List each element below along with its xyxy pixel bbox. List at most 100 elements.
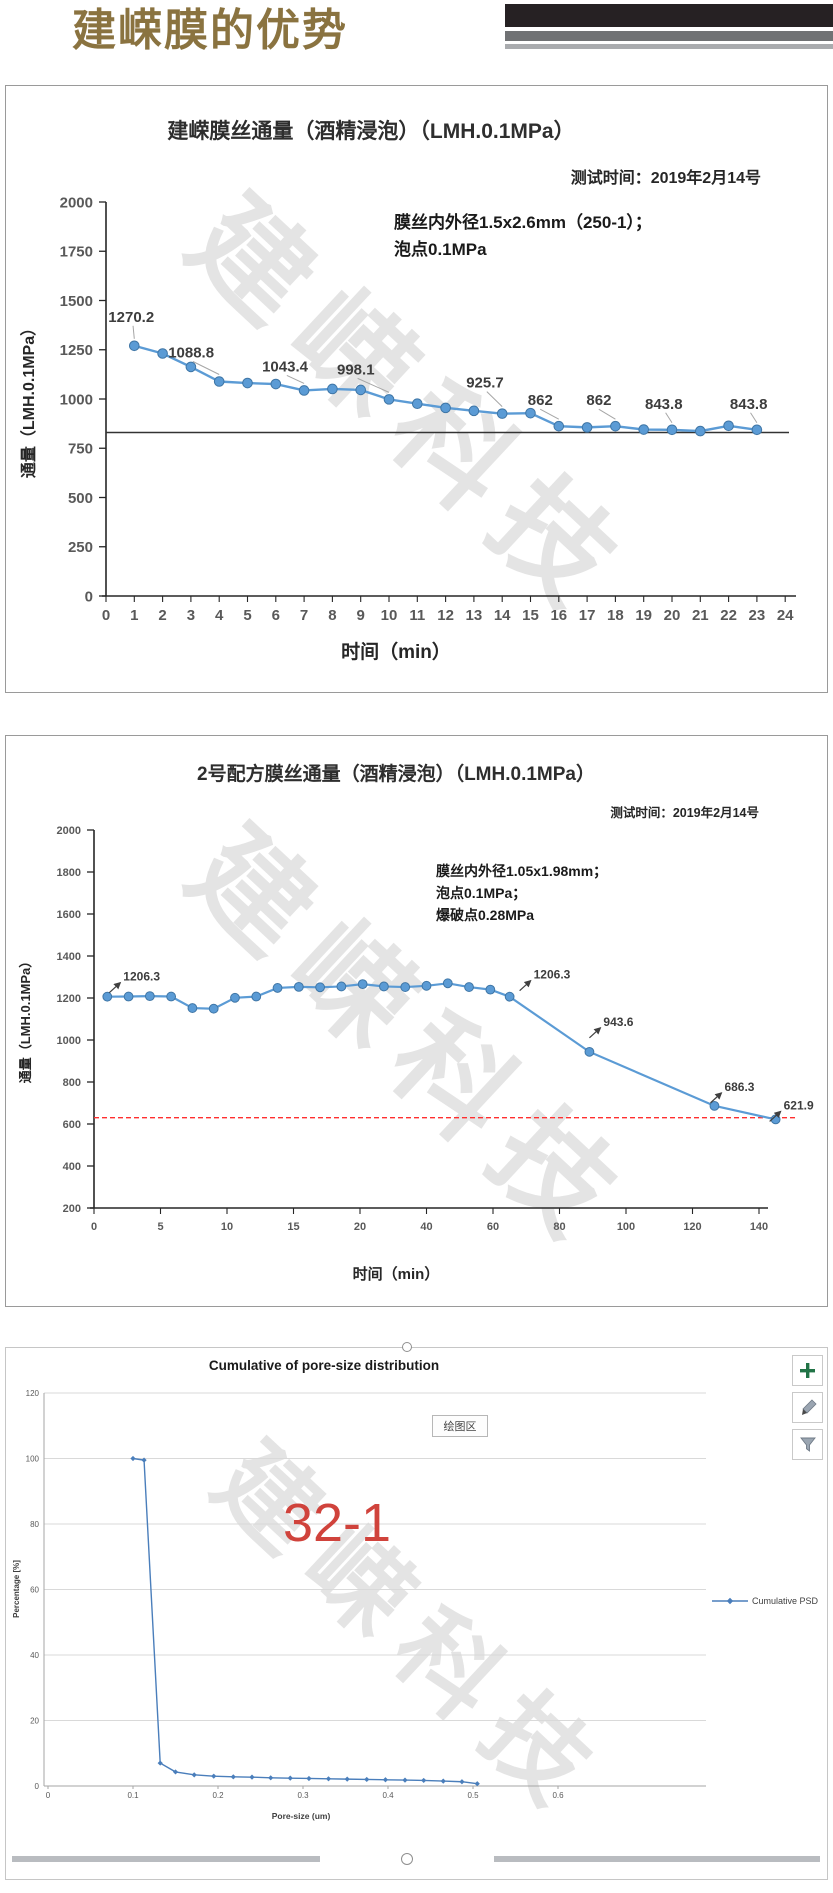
x-tick-label: 2 xyxy=(158,607,166,624)
data-point xyxy=(468,405,480,417)
data-point xyxy=(709,1100,720,1111)
data-point xyxy=(242,377,253,389)
data-point xyxy=(496,408,508,419)
x-tick-label: 7 xyxy=(300,607,308,624)
y-tick-label: 80 xyxy=(30,1520,39,1529)
add-chart-element-button[interactable] xyxy=(792,1355,823,1386)
x-tick-label: 0.4 xyxy=(382,1791,394,1800)
data-point xyxy=(402,1777,408,1783)
y-axis-title: Percentage [%] xyxy=(12,1560,21,1618)
data-point xyxy=(251,991,262,1002)
data-point xyxy=(504,991,515,1002)
x-tick-label: 15 xyxy=(522,607,539,624)
data-point xyxy=(272,983,283,993)
data-point xyxy=(208,1003,219,1014)
sample-id-overlay: 32-1 xyxy=(282,1493,392,1553)
data-point xyxy=(553,420,565,432)
y-tick-label: 0 xyxy=(85,588,93,605)
chart-filter-button[interactable] xyxy=(792,1429,823,1460)
flux-chart-2-panel: 建嵘科技 2号配方膜丝通量（酒精浸泡）（LMH.0.1MPa） 测试时间：2019… xyxy=(5,735,828,1307)
x-axis-title: Pore-size (um) xyxy=(272,1811,331,1821)
chart-title: 2号配方膜丝通量（酒精浸泡）（LMH.0.1MPa） xyxy=(197,762,595,785)
data-point xyxy=(751,424,763,436)
chart-title: Cumulative of pore-size distribution xyxy=(209,1358,439,1373)
data-point xyxy=(355,384,367,396)
chart-annotation: 爆破点0.28MPa xyxy=(436,907,534,923)
decorative-bar-dark xyxy=(505,4,833,27)
x-tick-label: 0 xyxy=(102,607,110,624)
pore-size-chart-panel[interactable]: 建嵘科技 Cumulative of pore-size distributio… xyxy=(5,1347,828,1880)
data-point xyxy=(144,991,155,1002)
y-tick-label: 800 xyxy=(63,1077,81,1089)
data-label: 843.8 xyxy=(730,396,768,413)
data-point xyxy=(211,1773,217,1779)
chart-style-button[interactable] xyxy=(792,1392,823,1423)
x-axis-title: 时间（min） xyxy=(341,640,451,663)
y-tick-label: 1200 xyxy=(57,993,81,1005)
x-tick-label: 1 xyxy=(130,607,138,624)
y-tick-label: 500 xyxy=(68,490,93,507)
x-tick-label: 140 xyxy=(750,1221,768,1233)
x-tick-label: 60 xyxy=(487,1221,499,1233)
plot-area-tooltip-label: 绘图区 xyxy=(443,1421,477,1433)
data-label: 686.3 xyxy=(724,1080,754,1094)
data-point xyxy=(421,980,432,991)
x-tick-label: 10 xyxy=(221,1221,233,1233)
x-tick-label: 0.6 xyxy=(552,1791,564,1800)
x-tick-label: 20 xyxy=(354,1221,366,1233)
data-label: 862 xyxy=(528,392,553,409)
x-tick-label: 8 xyxy=(328,607,336,624)
decorative-bar-light xyxy=(505,44,833,49)
x-tick-label: 11 xyxy=(409,607,425,624)
x-tick-label: 0.2 xyxy=(212,1791,224,1800)
chart-annotation: 膜丝内外径1.05x1.98mm； xyxy=(436,863,607,880)
data-point xyxy=(268,1775,274,1781)
data-label: 621.9 xyxy=(784,1098,814,1112)
data-point xyxy=(249,1774,255,1780)
chart-resize-handle-top[interactable] xyxy=(402,1342,412,1352)
x-tick-label: 3 xyxy=(187,607,195,624)
data-point xyxy=(287,1775,293,1781)
flux-chart-1-svg: 建嵘膜丝通量（酒精浸泡）（LMH.0.1MPa） 测试时间：2019年2月14号膜… xyxy=(20,119,796,663)
data-point xyxy=(485,984,496,995)
data-point xyxy=(187,1003,198,1013)
data-point xyxy=(525,407,536,419)
x-tick-label: 13 xyxy=(466,607,483,624)
y-tick-label: 2000 xyxy=(57,825,81,837)
x-tick-label: 100 xyxy=(617,1221,635,1233)
y-tick-label: 1250 xyxy=(60,342,93,359)
x-tick-label: 0 xyxy=(91,1221,97,1233)
x-tick-label: 18 xyxy=(607,607,624,624)
data-point xyxy=(327,383,338,395)
data-point xyxy=(357,979,368,990)
data-point xyxy=(412,398,423,410)
x-tick-label: 0.3 xyxy=(297,1791,309,1800)
x-tick-label: 19 xyxy=(635,607,652,624)
page-title: 建嵘膜的优势 xyxy=(72,6,348,55)
data-point xyxy=(336,981,347,992)
chart-subtitle: 测试时间：2019年2月14号 xyxy=(571,168,761,187)
data-label: 943.6 xyxy=(603,1015,633,1029)
series-line xyxy=(132,1457,478,1785)
chart-annotation: 泡点0.1MPa xyxy=(394,239,487,259)
y-axis-title: 通量（LMH.0.1MPa） xyxy=(20,320,38,478)
data-point xyxy=(379,981,389,992)
data-point xyxy=(230,992,240,1003)
chart-style-brush-icon xyxy=(801,1398,817,1415)
x-tick-label: 120 xyxy=(683,1221,701,1233)
chart-subtitle: 测试时间：2019年2月14号 xyxy=(610,805,759,820)
x-tick-label: 24 xyxy=(777,607,794,624)
y-tick-label: 120 xyxy=(26,1389,40,1398)
x-tick-label: 16 xyxy=(550,607,567,624)
data-label: 1206.3 xyxy=(534,968,571,982)
y-tick-label: 250 xyxy=(68,539,93,556)
chart-resize-handle-bottom[interactable] xyxy=(401,1853,413,1865)
data-point xyxy=(666,424,678,436)
data-point xyxy=(270,378,282,390)
x-tick-label: 5 xyxy=(243,607,251,624)
data-label: 843.8 xyxy=(645,396,683,413)
y-tick-label: 1800 xyxy=(57,867,81,879)
flux-chart-1-panel: 建嵘科技 建嵘膜丝通量（酒精浸泡）（LMH.0.1MPa） 测试时间：2019年2… xyxy=(5,85,828,693)
x-tick-label: 12 xyxy=(437,607,454,624)
data-point xyxy=(464,982,474,992)
